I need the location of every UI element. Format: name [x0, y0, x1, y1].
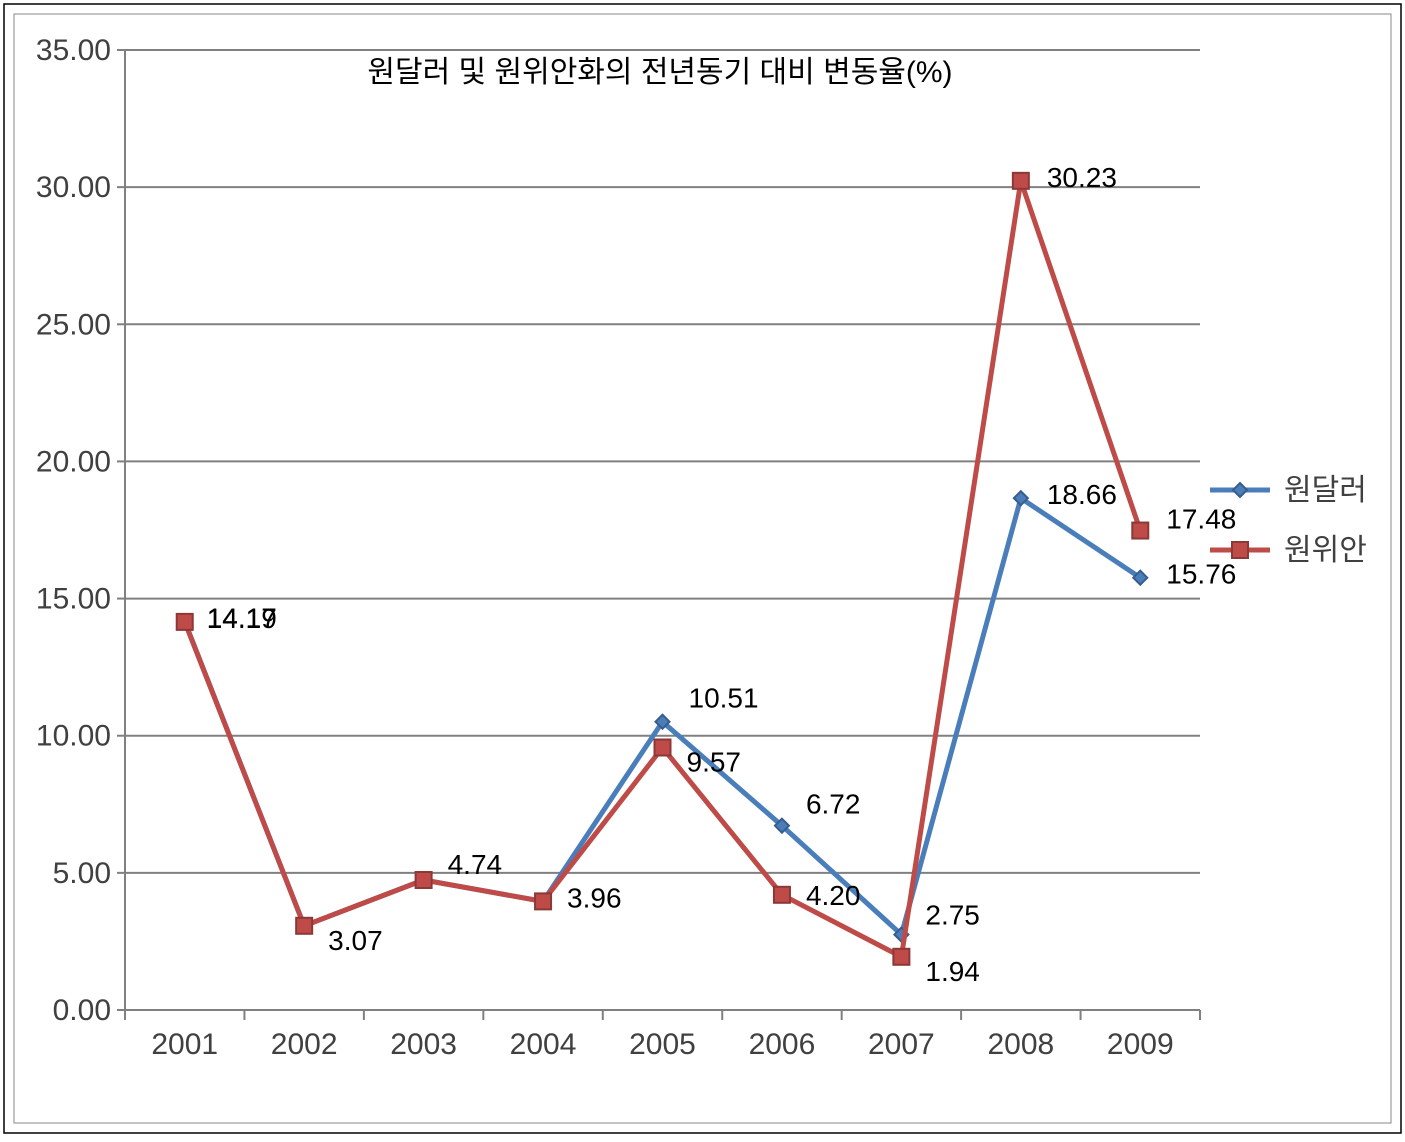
chart-container: 0.00 5.00 10.00 15.00 20.00 25.00 30.00 35.00 20… — [0, 0, 1405, 1142]
y-tick-label: 25.00 — [36, 308, 111, 341]
data-label: 1.94 — [925, 956, 980, 987]
y-tick-label: 15.00 — [36, 583, 111, 616]
data-marker — [1232, 542, 1248, 558]
x-tick-label: 2006 — [749, 1028, 816, 1061]
data-marker — [1013, 173, 1029, 189]
data-label: 6.72 — [806, 789, 861, 820]
x-tick-label: 2002 — [271, 1028, 338, 1061]
legend-label: 원위안 — [1284, 534, 1367, 567]
data-marker — [893, 949, 909, 965]
data-marker — [655, 740, 671, 756]
data-label: 14.19 — [207, 603, 277, 634]
data-label: 18.66 — [1047, 479, 1117, 510]
data-marker — [177, 614, 193, 630]
y-tick-label: 0.00 — [53, 994, 111, 1027]
data-label: 4.74 — [448, 849, 503, 880]
data-label: 15.76 — [1166, 559, 1236, 590]
data-label: 3.96 — [567, 882, 622, 913]
y-tick-label: 20.00 — [36, 445, 111, 478]
x-tick-label: 2004 — [510, 1028, 577, 1061]
data-label: 3.07 — [328, 925, 383, 956]
data-label: 9.57 — [687, 747, 742, 778]
x-tick-label: 2008 — [987, 1028, 1054, 1061]
data-label: 4.20 — [806, 880, 861, 911]
data-label: 30.23 — [1047, 162, 1117, 193]
data-label: 10.51 — [689, 683, 759, 714]
x-tick-label: 2003 — [390, 1028, 457, 1061]
data-marker — [1132, 523, 1148, 539]
data-marker — [416, 872, 432, 888]
y-tick-label: 5.00 — [53, 857, 111, 890]
data-marker — [535, 893, 551, 909]
x-tick-label: 2007 — [868, 1028, 935, 1061]
chart-title: 원달러 및 원위안화의 전년동기 대비 변동율(%) — [367, 56, 952, 89]
legend-label: 원달러 — [1284, 474, 1367, 507]
y-tick-label: 30.00 — [36, 171, 111, 204]
x-tick-label: 2009 — [1107, 1028, 1174, 1061]
y-tick-label: 35.00 — [36, 34, 111, 67]
data-label: 2.75 — [925, 900, 980, 931]
x-tick-label: 2001 — [151, 1028, 218, 1061]
line-chart: 0.00 5.00 10.00 15.00 20.00 25.00 30.00 35.00 20… — [0, 0, 1405, 1137]
data-marker — [296, 918, 312, 934]
y-tick-label: 10.00 — [36, 720, 111, 753]
x-tick-label: 2005 — [629, 1028, 696, 1061]
data-marker — [774, 887, 790, 903]
data-label: 17.48 — [1166, 504, 1236, 535]
